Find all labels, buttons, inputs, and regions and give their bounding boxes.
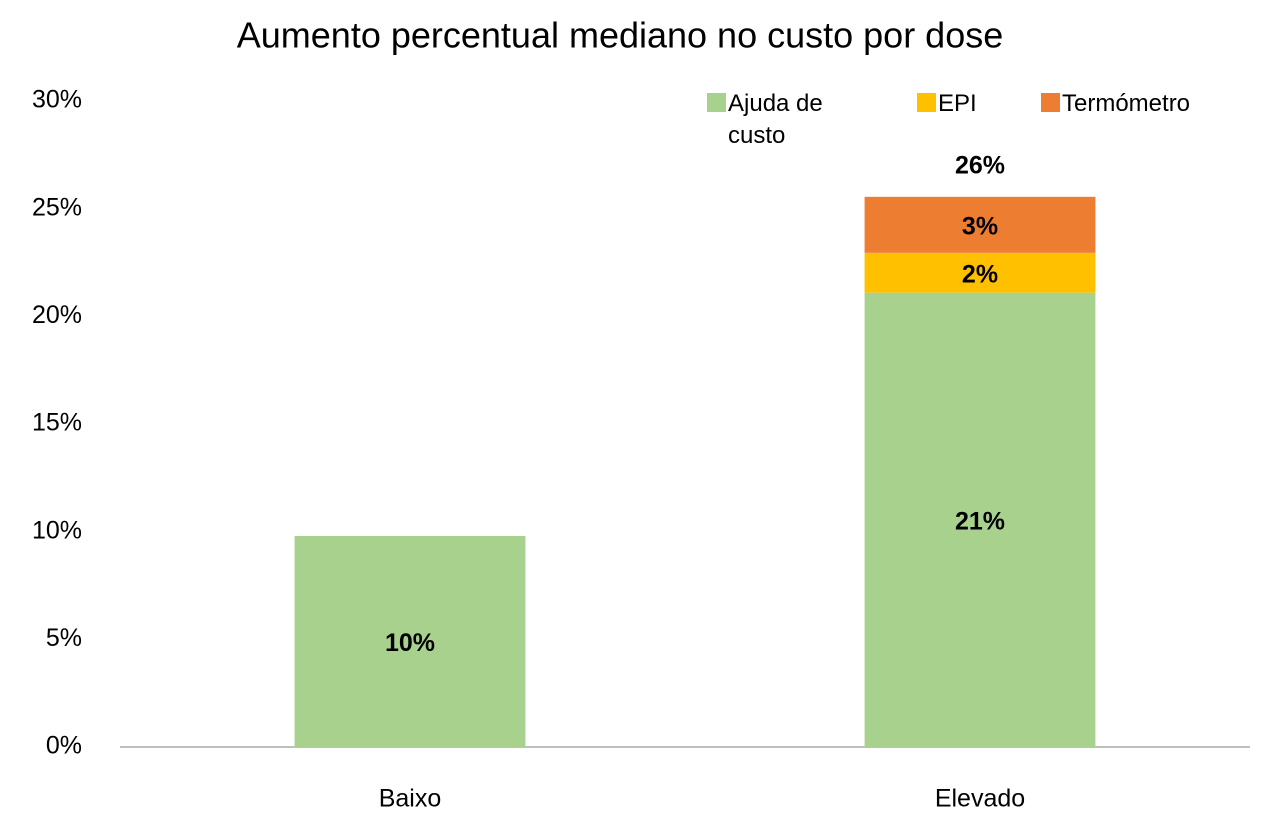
legend-item: Termómetro [1041,88,1262,120]
legend-swatch [707,93,726,112]
bar-segment [864,252,1096,293]
legend-item: Ajuda de custo [707,88,843,152]
y-tick-label: 5% [46,624,82,652]
x-tick-label: Baixo [379,785,442,813]
legend-swatch [1041,93,1060,112]
legend-label: EPI [938,90,977,117]
total-label: 26% [955,151,1005,179]
y-tick-label: 15% [32,409,82,437]
y-tick-label: 10% [32,516,82,544]
legend-item: EPI [917,88,1018,120]
legend-label: Ajuda de custo [728,90,823,149]
legend-swatch [917,93,936,112]
data-label: 21% [955,507,1005,535]
data-label: 3% [962,212,998,240]
bar-segment [294,535,526,747]
data-label: 2% [962,260,998,288]
bar-segment [864,292,1096,747]
bar-segment [864,196,1096,253]
y-tick-label: 0% [46,732,82,760]
y-tick-label: 30% [32,86,82,114]
x-tick-label: Elevado [935,785,1025,813]
legend-label: Termómetro [1062,90,1191,117]
y-tick-label: 25% [32,193,82,221]
y-tick-label: 20% [32,301,82,329]
data-label: 10% [385,629,435,657]
chart-title: Aumento percentual mediano no custo por … [237,15,1004,56]
